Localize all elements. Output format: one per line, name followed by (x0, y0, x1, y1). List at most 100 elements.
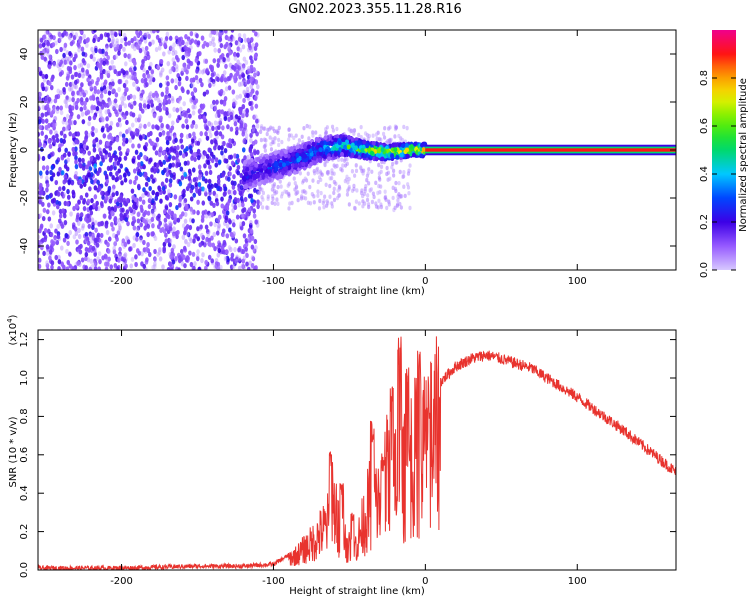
noise-cell (249, 47, 254, 53)
noise-cell (304, 196, 308, 201)
noise-cell (113, 98, 118, 104)
noise-cell (47, 96, 52, 103)
noise-cell (214, 130, 218, 137)
noise-cell (92, 147, 97, 153)
noise-cell (52, 104, 56, 110)
noise-cell (217, 145, 221, 151)
noise-cell (259, 201, 263, 206)
noise-cell (162, 105, 167, 111)
noise-cell (242, 207, 247, 213)
noise-cell (228, 50, 233, 56)
signal-cell (420, 142, 425, 148)
noise-cell (117, 227, 122, 233)
noise-cell (233, 52, 237, 58)
noise-cell (76, 90, 80, 96)
noise-cell (101, 99, 105, 105)
snr-scale-close: ) (8, 314, 19, 318)
noise-cell (147, 33, 151, 40)
noise-cell (93, 258, 97, 264)
noise-cell (223, 96, 228, 102)
noise-cell (93, 185, 98, 191)
noise-cell (135, 30, 139, 36)
noise-cell (292, 135, 296, 141)
noise-cell (38, 124, 43, 131)
noise-cell (74, 71, 79, 77)
noise-cell (165, 146, 170, 153)
noise-cell (107, 134, 111, 140)
noise-cell (247, 38, 252, 44)
signal-cell (306, 144, 311, 150)
noise-cell (210, 38, 215, 44)
noise-cell (276, 201, 280, 207)
noise-cell (174, 78, 178, 84)
noise-cell (150, 167, 154, 173)
noise-cell (108, 101, 112, 107)
noise-cell (61, 185, 66, 191)
noise-cell (69, 86, 74, 92)
noise-cell (73, 119, 77, 126)
noise-cell (127, 53, 131, 59)
noise-cell (211, 36, 216, 42)
noise-cell (194, 233, 198, 239)
noise-cell (156, 65, 161, 71)
noise-cell (343, 178, 347, 184)
noise-cell (374, 201, 378, 206)
noise-cell (191, 251, 196, 257)
noise-cell (197, 114, 202, 120)
noise-cell (220, 245, 225, 251)
noise-cell (91, 50, 96, 56)
noise-cell (111, 37, 116, 43)
noise-cell (276, 184, 280, 190)
signal-cell (401, 143, 406, 149)
signal-cell (341, 137, 346, 143)
noise-cell (341, 163, 345, 168)
noise-cell (253, 139, 258, 145)
signal-cell (380, 147, 385, 153)
noise-cell (406, 171, 411, 176)
noise-cell (136, 183, 141, 189)
noise-cell (165, 75, 170, 81)
noise-cell (69, 211, 73, 217)
noise-cell (153, 235, 158, 242)
noise-cell (224, 63, 228, 69)
noise-cell (250, 244, 255, 250)
noise-cell (279, 184, 283, 189)
noise-cell (147, 94, 152, 100)
noise-cell (110, 33, 115, 39)
noise-cell (90, 46, 94, 52)
noise-cell (42, 49, 46, 55)
noise-cell (196, 155, 201, 161)
signal-cell (273, 150, 278, 156)
noise-cell (93, 85, 97, 91)
noise-cell (122, 136, 126, 143)
signal-cell (253, 173, 258, 179)
noise-cell (159, 72, 163, 78)
noise-cell (205, 153, 210, 159)
noise-cell (204, 170, 209, 176)
noise-cell (197, 266, 202, 270)
carrier-line (425, 148, 676, 152)
noise-cell (297, 138, 302, 143)
noise-cell (189, 261, 194, 268)
noise-cell (254, 93, 259, 99)
noise-cell (208, 128, 212, 134)
noise-cell (115, 122, 120, 128)
noise-cell (143, 209, 148, 216)
noise-cell (40, 112, 45, 118)
noise-cell (188, 39, 193, 46)
noise-cell (150, 231, 154, 237)
noise-cell (104, 266, 109, 270)
noise-cell (179, 112, 184, 118)
noise-cell (196, 249, 200, 255)
noise-cell (94, 47, 98, 54)
noise-cell (100, 154, 105, 160)
noise-cell (169, 146, 173, 152)
noise-cell (115, 176, 120, 182)
noise-cell (311, 130, 315, 135)
noise-cell (242, 77, 246, 84)
noise-cell (144, 190, 148, 196)
noise-cell (318, 198, 322, 204)
noise-cell (67, 56, 71, 62)
noise-cell (144, 45, 149, 52)
